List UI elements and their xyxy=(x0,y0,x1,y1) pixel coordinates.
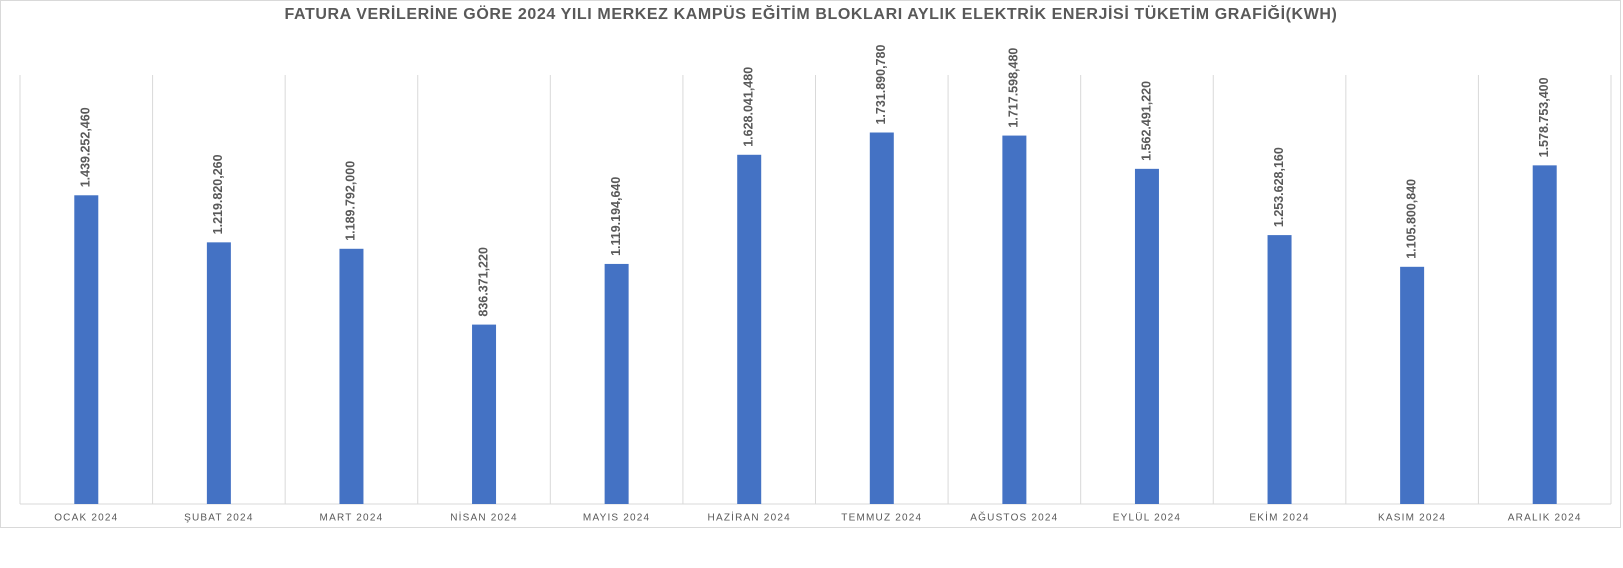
bar xyxy=(1400,266,1425,504)
x-tick-label: TEMMUZ 2024 xyxy=(841,513,922,524)
x-tick-label: MART 2024 xyxy=(320,513,384,524)
x-tick-label: AĞUSTOS 2024 xyxy=(970,511,1058,524)
data-label: 1.562.491,220 xyxy=(1139,81,1153,161)
bar xyxy=(1002,135,1027,504)
data-label: 1.731.890,780 xyxy=(874,45,888,125)
data-label: 1.578.753,400 xyxy=(1537,77,1551,157)
x-tick-label: NİSAN 2024 xyxy=(450,511,518,524)
chart-title: FATURA VERİLERİNE GÖRE 2024 YILI MERKEZ … xyxy=(284,4,1337,23)
x-tick-label: HAZİRAN 2024 xyxy=(708,511,791,524)
x-tick-label: KASIM 2024 xyxy=(1378,513,1446,524)
data-label: 1.253.628,160 xyxy=(1272,147,1286,227)
bar xyxy=(472,324,497,504)
bar xyxy=(1532,165,1557,504)
x-tick-label: EKİM 2024 xyxy=(1249,511,1309,524)
bar xyxy=(737,154,762,504)
data-label: 1.119.194,640 xyxy=(609,177,623,256)
x-tick-label: ŞUBAT 2024 xyxy=(184,513,253,524)
data-label: 1.717.598,480 xyxy=(1007,48,1021,128)
data-label: 1.105.800,840 xyxy=(1404,179,1418,259)
bar xyxy=(1267,235,1292,505)
data-label: 836.371,220 xyxy=(476,247,490,317)
bar xyxy=(1134,168,1159,504)
chart-border xyxy=(0,0,1621,528)
data-label: 1.189.792,000 xyxy=(344,161,358,241)
bar xyxy=(339,248,364,504)
bar xyxy=(869,132,894,504)
x-tick-label: OCAK 2024 xyxy=(54,513,118,524)
x-tick-label: ARALIK 2024 xyxy=(1508,513,1582,524)
data-label: 1.628.041,480 xyxy=(742,67,756,147)
x-tick-label: EYLÜL 2024 xyxy=(1113,512,1181,524)
bar xyxy=(604,263,629,504)
data-label: 1.439.252,460 xyxy=(79,107,93,187)
bar xyxy=(206,242,231,504)
bar xyxy=(74,195,99,505)
x-tick-label: MAYIS 2024 xyxy=(583,513,650,524)
data-label: 1.219.820,260 xyxy=(211,154,225,234)
